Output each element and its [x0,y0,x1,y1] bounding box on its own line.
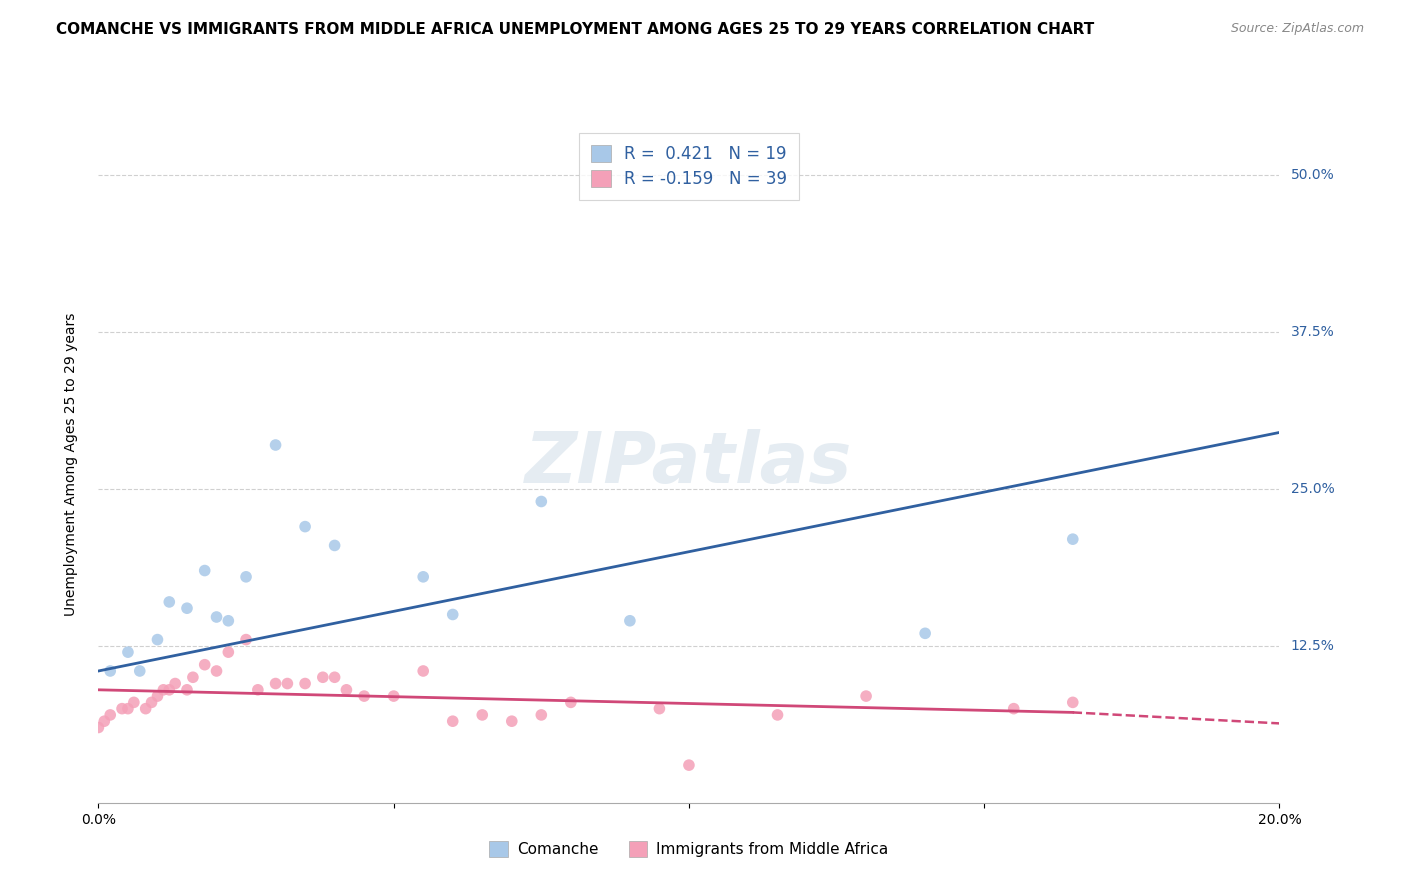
Point [1002,701,1025,715]
Point [194,564,217,578]
Point [117,701,139,715]
Point [312,670,335,684]
Point [1062,532,1084,546]
Point [194,657,217,672]
Point [135,701,157,715]
Point [117,645,139,659]
Legend: Comanche, Immigrants from Middle Africa: Comanche, Immigrants from Middle Africa [484,835,894,863]
Point [122,695,145,709]
Y-axis label: Unemployment Among Ages 25 to 29 years: Unemployment Among Ages 25 to 29 years [63,312,77,615]
Point [678,758,700,772]
Text: 25.0%: 25.0% [1291,482,1334,496]
Text: COMANCHE VS IMMIGRANTS FROM MIDDLE AFRICA UNEMPLOYMENT AMONG AGES 25 TO 29 YEARS: COMANCHE VS IMMIGRANTS FROM MIDDLE AFRIC… [56,22,1094,37]
Point [264,438,287,452]
Point [619,614,641,628]
Point [530,494,553,508]
Point [471,707,494,722]
Point [152,682,174,697]
Point [382,689,405,703]
Point [235,632,257,647]
Point [146,689,169,703]
Point [93,714,115,729]
Point [914,626,936,640]
Point [176,601,198,615]
Point [276,676,298,690]
Point [176,682,198,697]
Point [530,707,553,722]
Point [1062,695,1084,709]
Point [766,707,789,722]
Point [141,695,163,709]
Point [128,664,150,678]
Point [264,676,287,690]
Text: 12.5%: 12.5% [1291,639,1334,653]
Point [323,538,346,552]
Point [98,707,121,722]
Point [294,676,316,690]
Text: 50.0%: 50.0% [1291,168,1334,182]
Point [648,701,671,715]
Text: ZIPatlas: ZIPatlas [526,429,852,499]
Point [501,714,523,729]
Point [441,714,464,729]
Point [146,632,169,647]
Point [855,689,877,703]
Point [87,721,110,735]
Point [412,570,434,584]
Point [181,670,204,684]
Point [217,645,239,659]
Point [441,607,464,622]
Point [98,664,121,678]
Point [246,682,269,697]
Point [217,614,239,628]
Point [335,682,357,697]
Point [294,519,316,533]
Point [157,682,180,697]
Point [560,695,582,709]
Point [353,689,375,703]
Point [157,595,180,609]
Text: Source: ZipAtlas.com: Source: ZipAtlas.com [1230,22,1364,36]
Point [412,664,434,678]
Point [205,664,228,678]
Point [235,570,257,584]
Point [323,670,346,684]
Point [205,610,228,624]
Point [165,676,187,690]
Text: 37.5%: 37.5% [1291,325,1334,339]
Point [111,701,134,715]
